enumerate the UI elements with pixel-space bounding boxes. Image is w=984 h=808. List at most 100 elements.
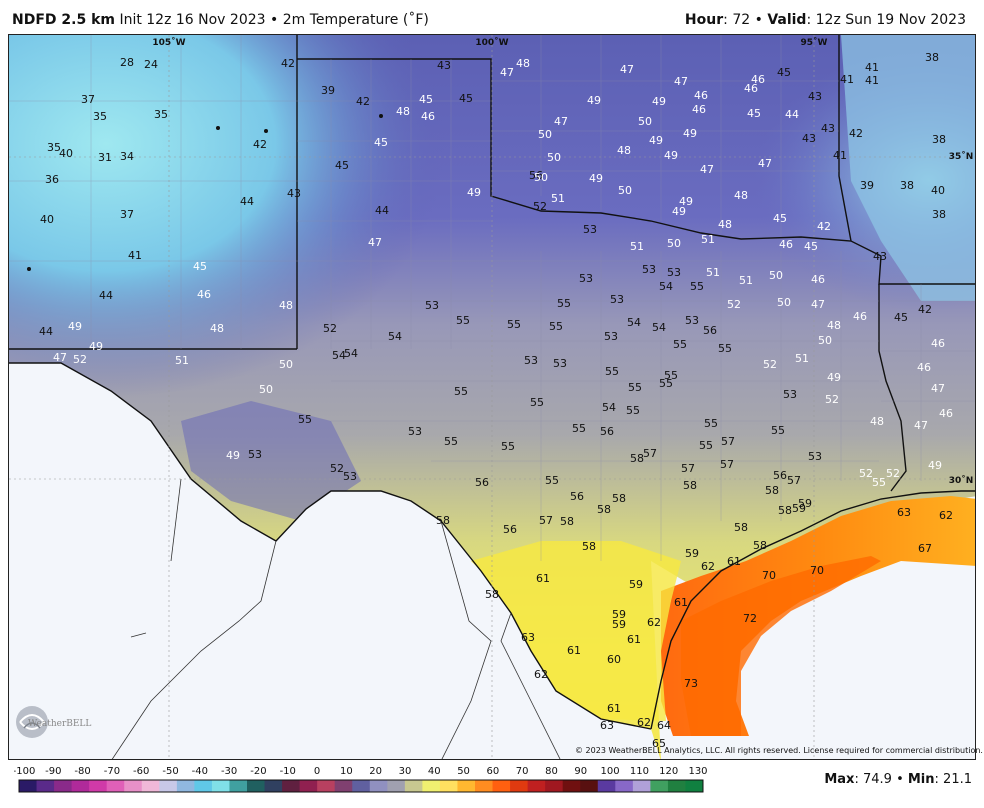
temperature-value: 59 <box>629 578 643 591</box>
hour-label: Hour <box>684 12 724 28</box>
title-right: Hour: 72 • Valid: 12z Sun 19 Nov 2023 <box>684 12 966 28</box>
temperature-value: 47 <box>674 75 688 88</box>
colorbar-swatch <box>422 780 441 792</box>
colorbar-swatch <box>650 780 669 792</box>
temperature-value: 56 <box>773 469 787 482</box>
temperature-value: 50 <box>618 184 632 197</box>
temperature-value: 53 <box>553 357 567 370</box>
min-label: Min <box>907 772 935 787</box>
max-label: Max <box>824 772 855 787</box>
temperature-value: 62 <box>939 509 953 522</box>
temperature-value: 40 <box>931 184 945 197</box>
temperature-value: 53 <box>667 266 681 279</box>
colorbar-swatch <box>247 780 266 792</box>
temperature-value: 63 <box>600 719 614 732</box>
colorbar-swatches <box>18 779 704 793</box>
temperature-value: 50 <box>777 296 791 309</box>
temperature-value: 58 <box>612 492 626 505</box>
temperature-value: 36 <box>45 173 59 186</box>
temperature-value: 46 <box>421 110 435 123</box>
temperature-value: 35 <box>93 110 107 123</box>
temperature-value: 54 <box>659 280 673 293</box>
temperature-value: 51 <box>175 354 189 367</box>
temperature-value: 45 <box>459 92 473 105</box>
temperature-value: 42 <box>817 220 831 233</box>
min-value: 21.1 <box>943 772 972 787</box>
valid-label: Valid <box>767 12 807 28</box>
temperature-value: 59 <box>612 618 626 631</box>
temperature-value: 54 <box>344 347 358 360</box>
temperature-value: 58 <box>485 588 499 601</box>
temperature-value: 50 <box>638 115 652 128</box>
temperature-value: 44 <box>39 325 53 338</box>
temperature-value: 53 <box>685 314 699 327</box>
lakes <box>27 114 383 271</box>
temperature-value: 46 <box>853 310 867 323</box>
colorbar-swatch <box>387 780 406 792</box>
graticule-label: 30˚N <box>949 475 974 486</box>
colorbar-tick: -30 <box>221 766 237 777</box>
temperature-value: 47 <box>914 419 928 432</box>
temperature-value: 42 <box>356 95 370 108</box>
temperature-value: 55 <box>545 474 559 487</box>
temperature-value: 45 <box>193 260 207 273</box>
colorbar-swatch <box>369 780 388 792</box>
graticule-label: 35˚N <box>949 151 974 162</box>
temperature-value: 47 <box>931 382 945 395</box>
temperature-value: 63 <box>897 506 911 519</box>
colorbar-swatch <box>317 780 336 792</box>
colorbar-swatch <box>124 780 143 792</box>
colorbar-swatch <box>299 780 318 792</box>
temperature-value: 47 <box>758 157 772 170</box>
temperature-value: 28 <box>120 56 134 69</box>
title-bullet-2: • <box>754 12 763 28</box>
temperature-value: 61 <box>567 644 581 657</box>
temperature-colorbar: -100 -90 -80 -70 -60 -50 -40 -30 -20 -10 0 10 20 30 40… <box>13 762 714 802</box>
temperature-value: 43 <box>287 187 301 200</box>
temperature-value: 42 <box>918 303 932 316</box>
temperature-value: 51 <box>739 274 753 287</box>
colorbar-tick: 0 <box>314 766 320 777</box>
colorbar-swatch <box>229 780 248 792</box>
copyright-notice: © 2023 WeatherBELL Analytics, LLC. All r… <box>575 746 983 755</box>
colorbar-swatch <box>282 780 301 792</box>
colorbar-tick: 120 <box>659 766 678 777</box>
temperature-value: 46 <box>939 407 953 420</box>
temperature-value: 43 <box>802 132 816 145</box>
temperature-value: 54 <box>627 316 641 329</box>
mexico-borders <box>111 478 561 759</box>
temperature-value: 48 <box>516 57 530 70</box>
field-name: 2m Temperature (˚F) <box>282 12 429 28</box>
colorbar-swatch <box>492 780 511 792</box>
temperature-value: 55 <box>673 338 687 351</box>
temperature-value: 50 <box>259 383 273 396</box>
temperature-value: 24 <box>144 58 158 71</box>
colorbar-swatch <box>475 780 494 792</box>
colorbar-tick: -90 <box>45 766 61 777</box>
temperature-value: 52 <box>73 353 87 366</box>
colorbar-swatch <box>194 780 213 792</box>
temperature-value: 48 <box>210 322 224 335</box>
temperature-value: 55 <box>771 424 785 437</box>
temperature-value: 59 <box>685 547 699 560</box>
temperature-value: 44 <box>785 108 799 121</box>
temperature-value: 49 <box>467 186 481 199</box>
temperature-value: 57 <box>787 474 801 487</box>
temperature-value: 56 <box>703 324 717 337</box>
temperature-value: 56 <box>570 490 584 503</box>
temperature-value: 46 <box>694 89 708 102</box>
temperature-value: 42 <box>253 138 267 151</box>
temperature-value: 49 <box>68 320 82 333</box>
title-bullet: • <box>270 12 279 28</box>
colorbar-swatch <box>106 780 125 792</box>
graticule-labels: 105˚W 100˚W 95˚W 35˚N 30˚N <box>152 37 973 486</box>
temperature-value: 57 <box>539 514 553 527</box>
temperature-value: 53 <box>343 470 357 483</box>
temperature-value: 40 <box>59 147 73 160</box>
temperature-value: 45 <box>773 212 787 225</box>
colorbar-swatch <box>457 780 476 792</box>
temperature-value: 58 <box>734 521 748 534</box>
colorbar-swatch <box>54 780 73 792</box>
colorbar-tick: -10 <box>280 766 296 777</box>
init-time: Init 12z 16 Nov 2023 <box>119 12 266 28</box>
